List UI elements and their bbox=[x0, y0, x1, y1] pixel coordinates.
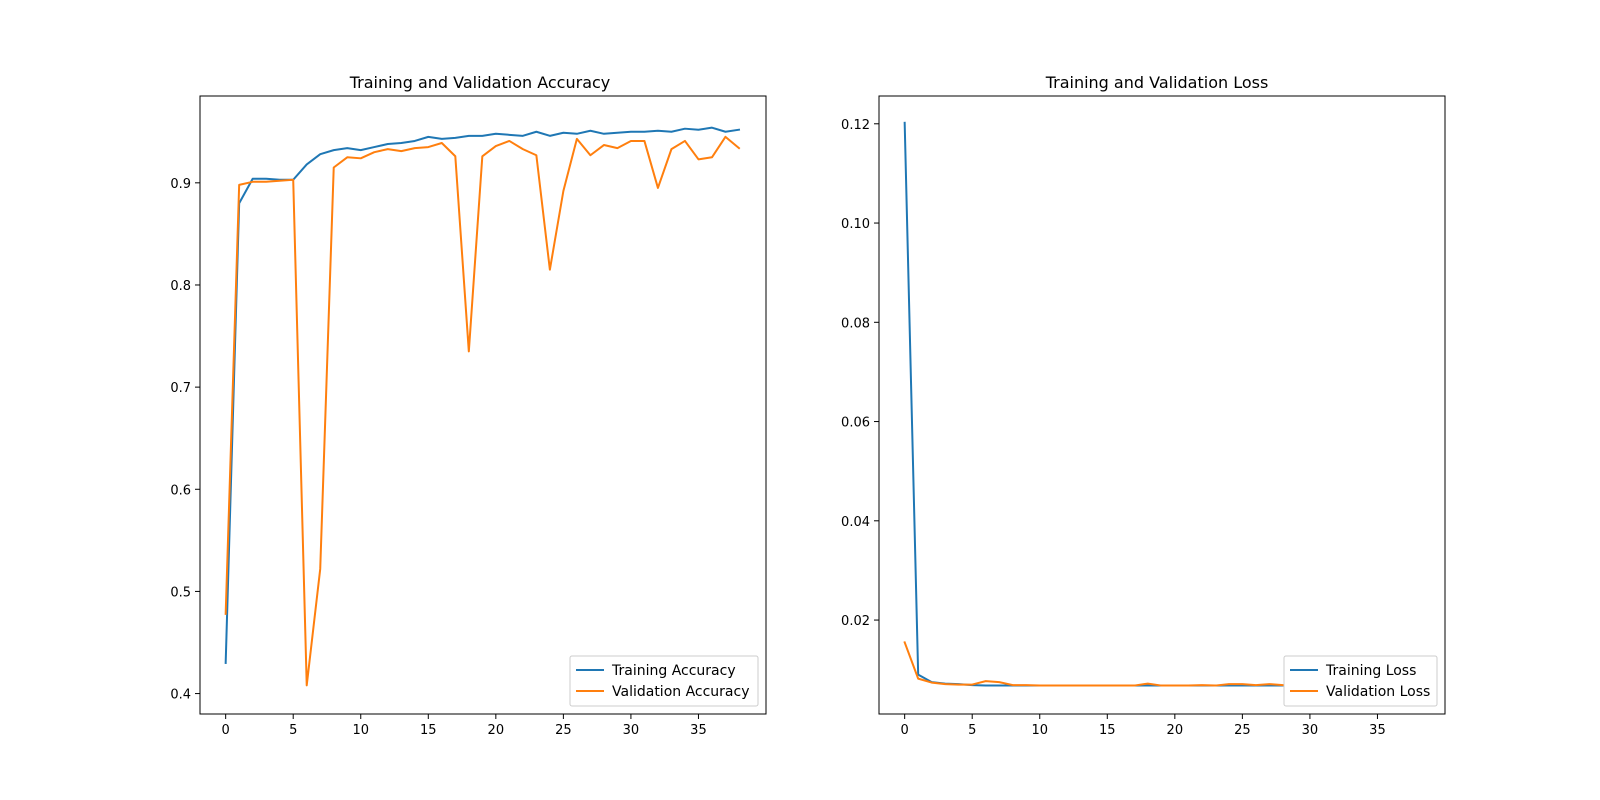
x-tick-label: 10 bbox=[352, 723, 369, 738]
y-tick-label: 0.8 bbox=[170, 279, 191, 294]
y-tick-label: 0.7 bbox=[170, 381, 191, 396]
x-tick-label: 20 bbox=[1167, 723, 1184, 738]
validation-loss-legend-label: Validation Loss bbox=[1326, 684, 1430, 700]
x-tick-label: 25 bbox=[1234, 723, 1251, 738]
x-tick-label: 25 bbox=[555, 723, 572, 738]
x-tick-label: 30 bbox=[1302, 723, 1319, 738]
loss-chart: Training and Validation Loss 0 5 10 15 20 25 3… bbox=[841, 73, 1446, 738]
training-accuracy-line bbox=[224, 126, 741, 664]
y-tick-label: 0.08 bbox=[841, 316, 870, 331]
training-accuracy-legend-label: Training Accuracy bbox=[611, 663, 736, 679]
x-tick-label: 10 bbox=[1031, 723, 1048, 738]
loss-chart-legend: Training Loss Validation Loss bbox=[1283, 655, 1438, 707]
y-tick-label: 0.02 bbox=[841, 614, 870, 629]
accuracy-chart-title: Training and Validation Accuracy bbox=[349, 73, 611, 92]
y-tick-label: 0.4 bbox=[170, 688, 191, 703]
x-tick-label: 0 bbox=[222, 723, 230, 738]
validation-accuracy-legend-label: Validation Accuracy bbox=[612, 684, 750, 700]
x-tick-label: 5 bbox=[289, 723, 297, 738]
x-tick-label: 35 bbox=[690, 723, 707, 738]
x-tick-label: 0 bbox=[901, 723, 909, 738]
x-tick-label: 5 bbox=[968, 723, 976, 738]
validation-accuracy-line bbox=[224, 135, 741, 687]
x-tick-label: 15 bbox=[420, 723, 437, 738]
training-loss-legend-label: Training Loss bbox=[1325, 663, 1416, 679]
x-tick-label: 15 bbox=[1099, 723, 1116, 738]
accuracy-chart-plot: 0 5 10 15 20 25 30 35 0.4 0.5 0.6 0.7 0.8 0.9 bbox=[170, 95, 767, 738]
loss-legend-box bbox=[1283, 655, 1438, 707]
y-tick-label: 0.06 bbox=[841, 416, 870, 431]
y-tick-label: 0.10 bbox=[841, 217, 870, 232]
x-tick-label: 35 bbox=[1369, 723, 1386, 738]
y-tick-label: 0.12 bbox=[841, 118, 870, 133]
accuracy-plot-frame bbox=[199, 95, 767, 715]
accuracy-chart: Training and Validation Accuracy 0 5 10 15 2… bbox=[170, 73, 767, 738]
loss-chart-title: Training and Validation Loss bbox=[1045, 73, 1269, 92]
x-tick-label: 20 bbox=[488, 723, 505, 738]
accuracy-chart-legend: Training Accuracy Validation Accuracy bbox=[569, 655, 759, 707]
loss-plot-frame bbox=[878, 95, 1446, 715]
y-tick-label: 0.6 bbox=[170, 483, 191, 498]
y-tick-label: 0.04 bbox=[841, 515, 870, 530]
y-tick-label: 0.5 bbox=[170, 585, 191, 600]
y-tick-label: 0.9 bbox=[170, 177, 191, 192]
accuracy-legend-box bbox=[569, 655, 759, 707]
x-tick-label: 30 bbox=[623, 723, 640, 738]
